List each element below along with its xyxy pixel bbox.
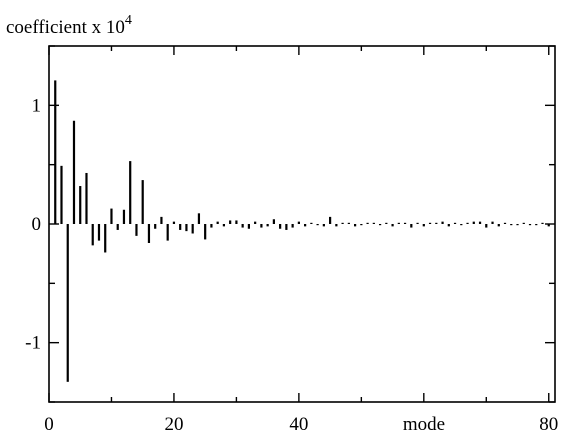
plot-frame <box>48 45 556 403</box>
bar-mode-68 <box>472 221 475 224</box>
bar-mode-64 <box>447 224 450 227</box>
bar-mode-31 <box>241 224 244 228</box>
bar-mode-73 <box>503 222 507 224</box>
bar-mode-52 <box>372 222 375 224</box>
bar-mode-51 <box>366 222 369 224</box>
bar-mode-55 <box>391 224 394 227</box>
bar-mode-70 <box>485 224 488 228</box>
bar-mode-19 <box>166 224 169 241</box>
bar-mode-53 <box>378 224 382 226</box>
bar-mode-28 <box>222 224 226 227</box>
bar-mode-79 <box>541 222 544 224</box>
bar-mode-74 <box>510 224 513 226</box>
bar-mode-71 <box>491 221 494 224</box>
bar-mode-26 <box>210 224 213 228</box>
bar-mode-58 <box>410 224 413 228</box>
bar-mode-57 <box>403 222 407 224</box>
bar-mode-27 <box>216 221 219 224</box>
bar-mode-24 <box>197 213 201 224</box>
bar-mode-49 <box>354 224 357 227</box>
bar-mode-50 <box>360 224 363 226</box>
y-tick-label-2: -1 <box>25 333 41 354</box>
y-axis-label-base: coefficient x 10 <box>6 17 125 38</box>
bar-mode-36 <box>272 219 275 224</box>
bar-mode-8 <box>97 224 101 241</box>
y-axis-label-exponent: 4 <box>125 13 132 28</box>
bar-mode-46 <box>335 224 338 227</box>
bar-mode-62 <box>435 222 438 224</box>
bar-mode-5 <box>79 186 82 224</box>
bar-mode-13 <box>129 161 132 224</box>
bar-mode-48 <box>347 222 350 224</box>
bar-mode-15 <box>141 180 144 224</box>
bar-mode-63 <box>441 221 444 224</box>
bar-mode-67 <box>466 222 469 224</box>
bar-mode-77 <box>528 224 532 226</box>
bar-mode-54 <box>385 222 388 224</box>
bar-mode-18 <box>160 216 163 224</box>
bar-mode-30 <box>235 220 238 224</box>
bar-mode-14 <box>135 224 138 236</box>
bar-mode-38 <box>285 224 288 230</box>
bar-mode-41 <box>304 224 307 227</box>
bar-mode-4 <box>72 120 76 224</box>
bar-mode-43 <box>316 224 319 226</box>
y-axis-label: coefficient x 104 <box>6 13 132 38</box>
bar-mode-59 <box>416 222 419 224</box>
bar-mode-3 <box>66 224 69 382</box>
bar-mode-47 <box>341 222 344 224</box>
bar-mode-10 <box>110 208 113 224</box>
x-tick-label-20: 20 <box>164 414 183 435</box>
bar-mode-72 <box>497 224 500 227</box>
y-tick-label-0: 1 <box>32 95 42 116</box>
bar-mode-11 <box>116 224 119 230</box>
x-axis-label: mode <box>403 414 445 435</box>
bar-mode-32 <box>247 224 250 229</box>
bar-mode-22 <box>185 224 188 232</box>
bar-mode-78 <box>535 224 538 226</box>
bar-mode-45 <box>329 216 332 224</box>
bar-mode-69 <box>478 221 482 224</box>
bar-mode-9 <box>104 224 107 253</box>
bar-mode-16 <box>147 224 151 243</box>
bar-mode-33 <box>254 221 257 224</box>
bars-group <box>54 80 550 382</box>
bar-mode-1 <box>54 80 57 224</box>
bar-mode-37 <box>279 224 282 229</box>
bar-mode-42 <box>310 222 313 224</box>
y-tick-label-1: 0 <box>32 214 42 235</box>
bar-mode-44 <box>322 224 325 227</box>
bar-mode-21 <box>179 224 182 230</box>
bar-mode-34 <box>260 224 263 228</box>
bar-mode-23 <box>191 224 194 234</box>
bar-mode-29 <box>229 220 232 224</box>
bar-mode-61 <box>428 222 432 224</box>
bar-mode-2 <box>60 165 63 224</box>
bar-mode-39 <box>291 224 294 228</box>
bar-mode-7 <box>91 224 94 246</box>
bar-mode-65 <box>453 222 457 224</box>
bar-mode-75 <box>516 224 519 226</box>
bar-mode-35 <box>266 224 269 227</box>
bar-mode-80 <box>547 224 550 227</box>
bar-mode-17 <box>154 224 157 229</box>
bar-mode-40 <box>297 221 300 224</box>
bar-mode-66 <box>460 224 463 226</box>
bar-mode-25 <box>204 224 207 240</box>
bar-mode-20 <box>172 221 176 224</box>
bar-mode-12 <box>122 209 126 224</box>
bar-mode-6 <box>85 172 88 224</box>
bar-mode-56 <box>397 222 400 224</box>
x-tick-label-0: 0 <box>44 414 54 435</box>
bar-mode-76 <box>522 222 525 224</box>
bar-mode-60 <box>422 224 425 227</box>
x-tick-label-40: 40 <box>289 414 308 435</box>
x-tick-label-80: 80 <box>539 414 558 435</box>
